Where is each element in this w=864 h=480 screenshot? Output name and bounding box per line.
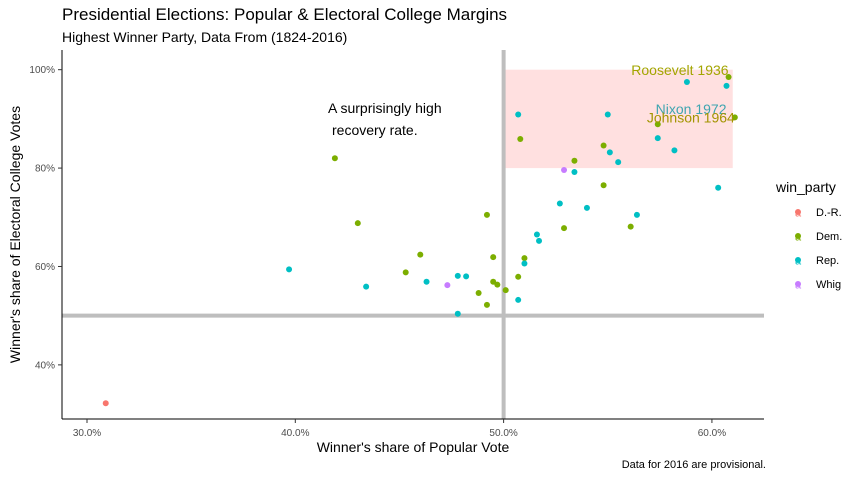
data-point — [561, 167, 567, 173]
x-tick-label: 30.0% — [73, 428, 101, 439]
data-point — [615, 159, 621, 165]
data-point — [571, 158, 577, 164]
legend-key-letter: a — [795, 280, 802, 292]
data-point — [503, 287, 509, 293]
data-point — [634, 212, 640, 218]
data-point — [571, 169, 577, 175]
data-point — [515, 274, 521, 280]
data-point — [521, 255, 527, 261]
data-point — [490, 254, 496, 260]
data-point — [455, 311, 461, 317]
x-tick-label: 40.0% — [281, 428, 309, 439]
data-point — [484, 212, 490, 218]
point-label: Johnson 1964 — [647, 109, 735, 125]
data-point — [363, 284, 369, 290]
data-point — [601, 182, 607, 188]
data-point — [403, 269, 409, 275]
annotation-line: recovery rate. — [332, 122, 418, 138]
data-point — [494, 282, 500, 288]
point-label: Roosevelt 1936 — [631, 62, 729, 78]
x-tick-label: 50.0% — [489, 428, 517, 439]
data-point — [561, 225, 567, 231]
data-point — [484, 302, 490, 308]
legend-label: Whig — [816, 279, 841, 291]
data-point — [444, 282, 450, 288]
legend-label: D.-R. — [816, 207, 842, 219]
legend-key-letter: a — [795, 208, 802, 220]
data-point — [455, 273, 461, 279]
data-point — [605, 111, 611, 117]
data-point — [628, 224, 634, 230]
data-point — [607, 149, 613, 155]
y-tick-label: 100% — [29, 65, 55, 76]
legend-label: Dem. — [816, 231, 842, 243]
data-point — [417, 252, 423, 258]
data-point — [332, 155, 338, 161]
data-point — [515, 297, 521, 303]
data-point — [476, 290, 482, 296]
annotation-line: A surprisingly high — [328, 100, 442, 116]
legend-title: win_party — [775, 179, 836, 195]
data-point — [557, 201, 563, 207]
y-tick-label: 80% — [35, 164, 55, 175]
legend-label: Rep. — [816, 255, 839, 267]
data-point — [671, 147, 677, 153]
data-point — [515, 111, 521, 117]
data-point — [684, 79, 690, 85]
data-point — [463, 273, 469, 279]
data-point — [724, 83, 730, 89]
legend-key-letter: a — [795, 256, 802, 268]
y-tick-label: 40% — [35, 360, 55, 371]
data-point — [655, 135, 661, 141]
x-axis-title: Winner's share of Popular Vote — [317, 439, 510, 455]
data-point — [584, 205, 590, 211]
annotation-layer: A surprisingly high recovery rate. — [328, 100, 442, 138]
data-point — [521, 261, 527, 267]
data-point — [424, 279, 430, 285]
data-point — [534, 232, 540, 238]
y-axis-title: Winner's share of Electoral College Vote… — [7, 106, 23, 363]
legend-key-letter: a — [795, 232, 802, 244]
chart-caption: Data for 2016 are provisional. — [622, 459, 766, 471]
x-tick-label: 60.0% — [698, 428, 726, 439]
data-point — [517, 136, 523, 142]
data-point — [355, 220, 361, 226]
data-point — [103, 400, 109, 406]
data-point — [536, 238, 542, 244]
y-tick-label: 60% — [35, 262, 55, 273]
data-point — [286, 266, 292, 272]
data-point — [715, 185, 721, 191]
data-point — [601, 142, 607, 148]
